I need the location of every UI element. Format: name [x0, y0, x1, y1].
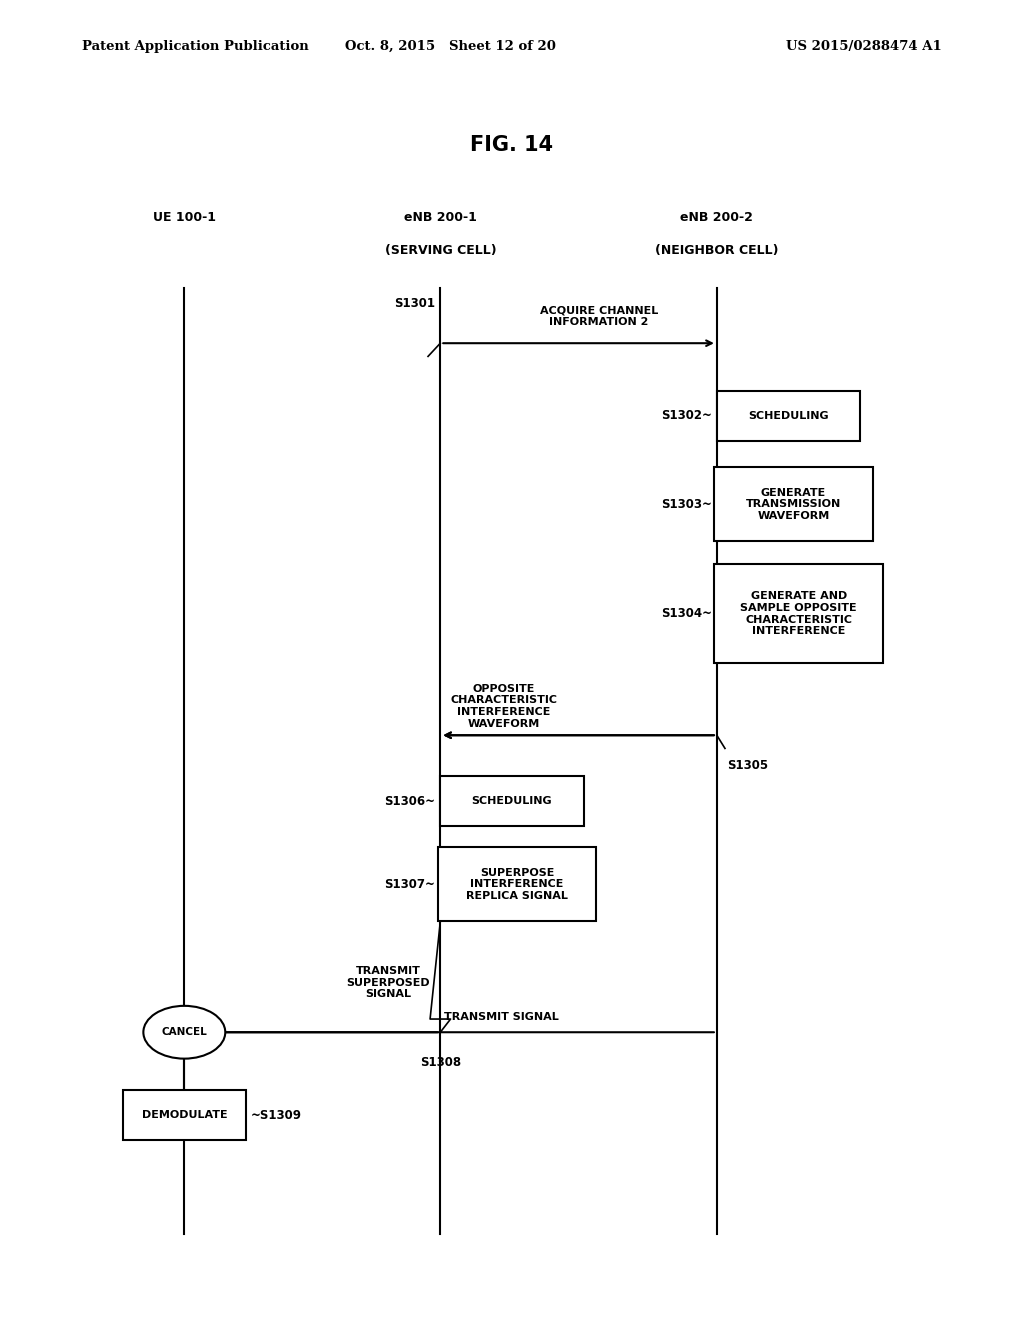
Text: Oct. 8, 2015   Sheet 12 of 20: Oct. 8, 2015 Sheet 12 of 20 — [345, 40, 556, 53]
Text: S1304~: S1304~ — [660, 607, 712, 620]
Text: GENERATE
TRANSMISSION
WAVEFORM: GENERATE TRANSMISSION WAVEFORM — [745, 487, 842, 521]
FancyBboxPatch shape — [440, 776, 584, 826]
Text: TRANSMIT SIGNAL: TRANSMIT SIGNAL — [444, 1011, 559, 1022]
FancyBboxPatch shape — [438, 847, 596, 921]
Text: OPPOSITE
CHARACTERISTIC
INTERFERENCE
WAVEFORM: OPPOSITE CHARACTERISTIC INTERFERENCE WAV… — [451, 684, 557, 729]
Text: UE 100-1: UE 100-1 — [153, 211, 216, 224]
Text: S1307~: S1307~ — [384, 878, 435, 891]
Text: (SERVING CELL): (SERVING CELL) — [384, 244, 497, 257]
Text: SUPERPOSE
INTERFERENCE
REPLICA SIGNAL: SUPERPOSE INTERFERENCE REPLICA SIGNAL — [466, 867, 568, 902]
Text: S1302~: S1302~ — [660, 409, 712, 422]
Text: (NEIGHBOR CELL): (NEIGHBOR CELL) — [655, 244, 778, 257]
Text: eNB 200-2: eNB 200-2 — [680, 211, 754, 224]
Text: GENERATE AND
SAMPLE OPPOSITE
CHARACTERISTIC
INTERFERENCE: GENERATE AND SAMPLE OPPOSITE CHARACTERIS… — [740, 591, 857, 636]
Text: DEMODULATE: DEMODULATE — [141, 1110, 227, 1121]
Text: S1301: S1301 — [394, 297, 435, 310]
Text: ~S1309: ~S1309 — [251, 1109, 302, 1122]
Text: S1308: S1308 — [420, 1056, 461, 1069]
Text: eNB 200-1: eNB 200-1 — [403, 211, 477, 224]
FancyBboxPatch shape — [123, 1090, 246, 1140]
Text: S1305: S1305 — [727, 759, 768, 772]
Text: Patent Application Publication: Patent Application Publication — [82, 40, 308, 53]
FancyBboxPatch shape — [717, 391, 860, 441]
Text: S1303~: S1303~ — [660, 498, 712, 511]
Text: S1306~: S1306~ — [384, 795, 435, 808]
Text: CANCEL: CANCEL — [162, 1027, 207, 1038]
Text: FIG. 14: FIG. 14 — [470, 135, 554, 156]
Text: ACQUIRE CHANNEL
INFORMATION 2: ACQUIRE CHANNEL INFORMATION 2 — [540, 306, 658, 327]
Ellipse shape — [143, 1006, 225, 1059]
Text: TRANSMIT
SUPERPOSED
SIGNAL: TRANSMIT SUPERPOSED SIGNAL — [346, 966, 430, 999]
Text: SCHEDULING: SCHEDULING — [749, 411, 828, 421]
Text: SCHEDULING: SCHEDULING — [472, 796, 552, 807]
Text: US 2015/0288474 A1: US 2015/0288474 A1 — [786, 40, 942, 53]
FancyBboxPatch shape — [714, 467, 872, 541]
FancyBboxPatch shape — [714, 565, 883, 663]
